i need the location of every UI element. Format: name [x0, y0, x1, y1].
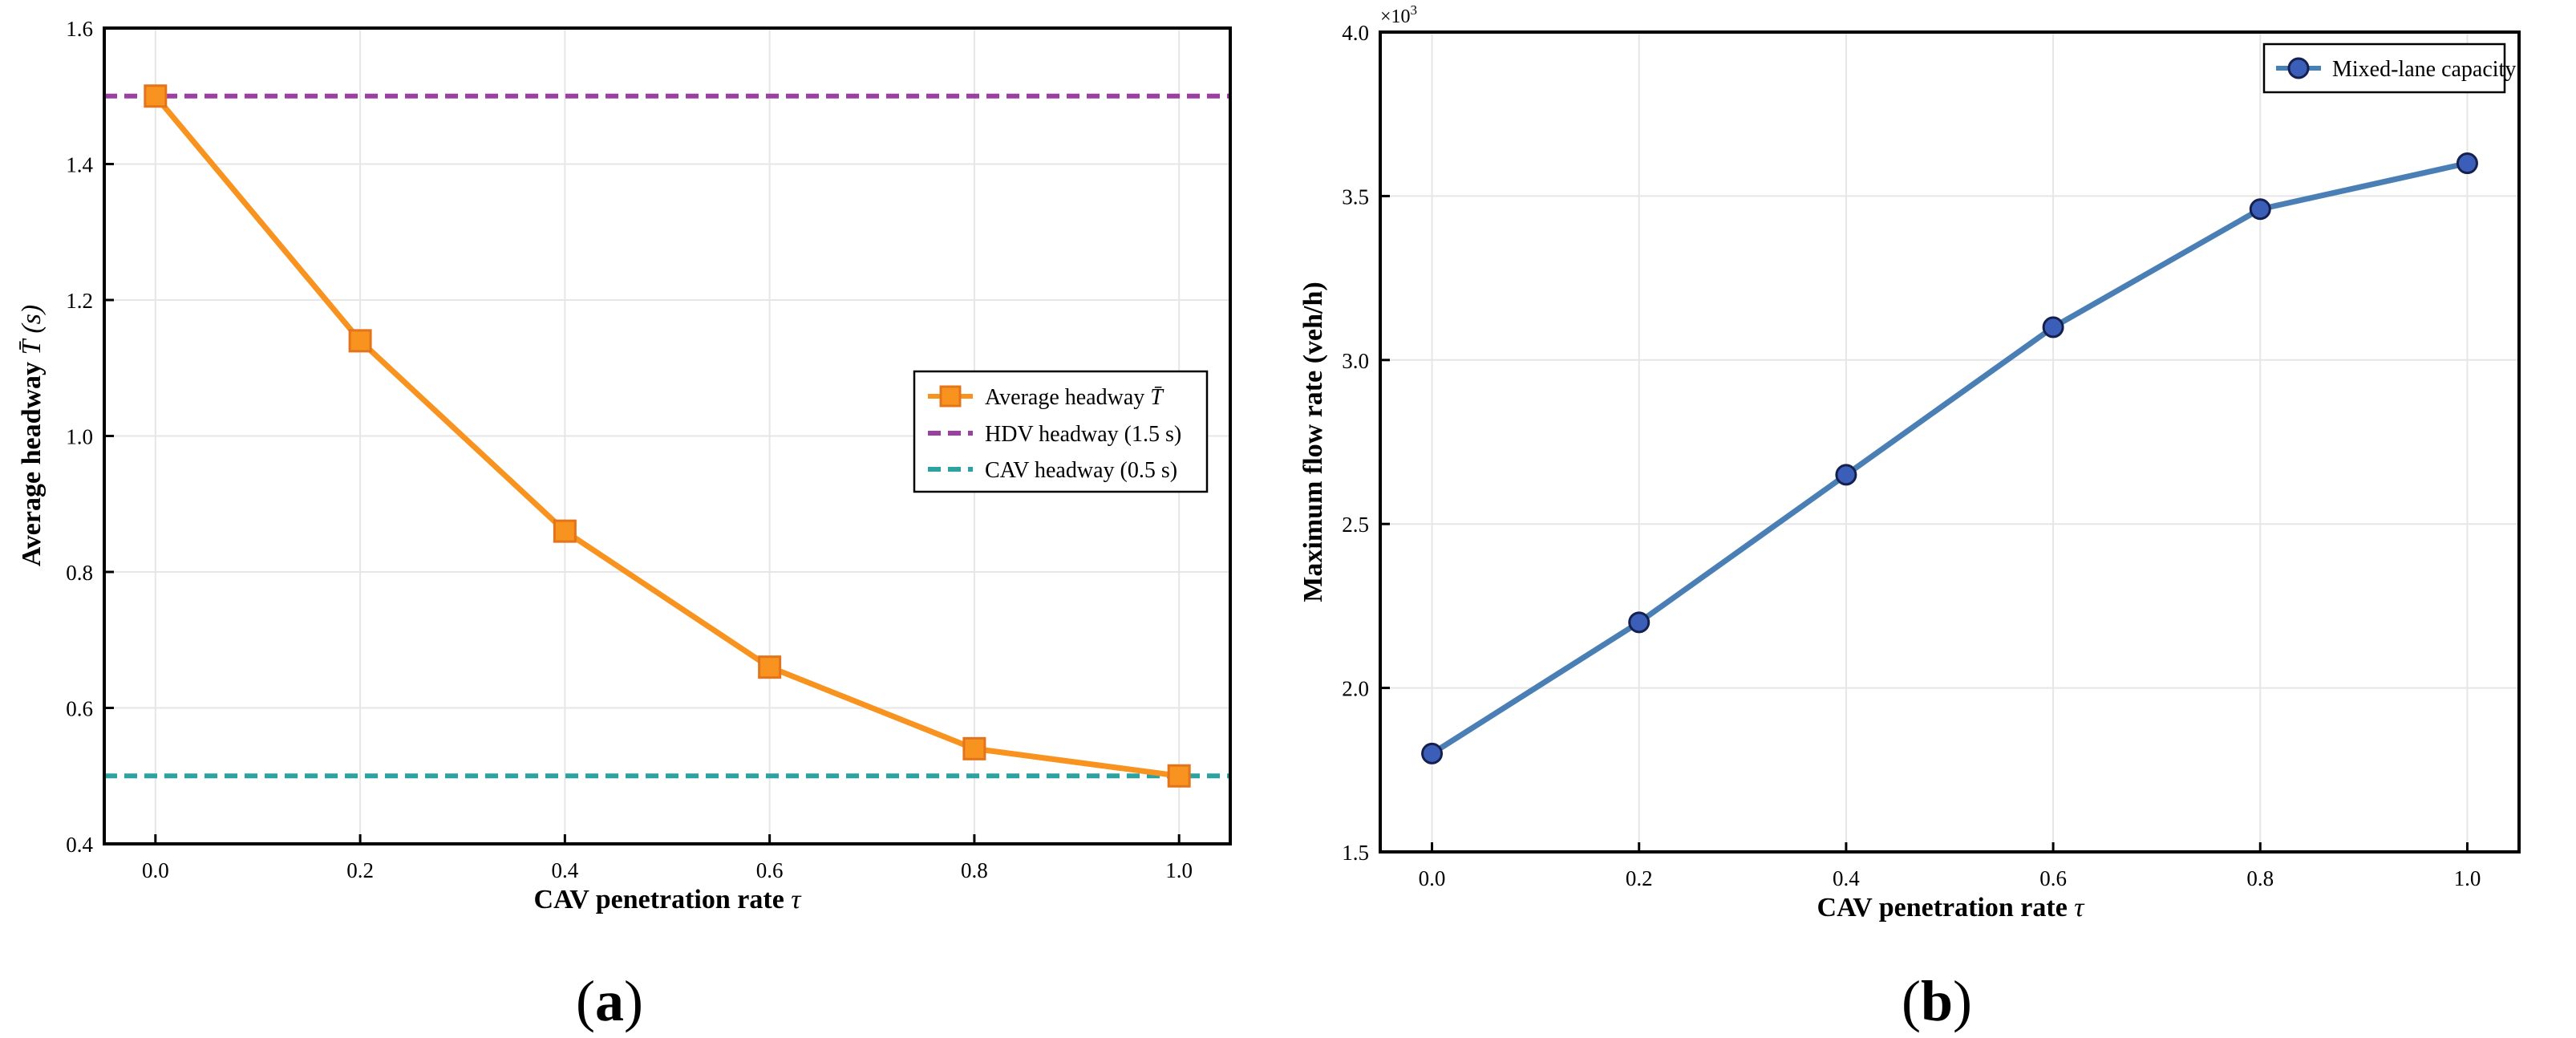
x-tick-label-a: 0.4	[551, 858, 578, 882]
legend-b-label-capacity: Mixed-lane capacity	[2332, 57, 2516, 82]
data-point-a	[758, 655, 782, 679]
panel-caption-a: (a)	[576, 969, 643, 1033]
series-b	[1421, 152, 2478, 764]
x-axis-label-b: CAV penetration rate τ	[1817, 893, 2086, 922]
x-tick-label-b: 0.6	[2039, 866, 2067, 890]
data-point-a	[348, 329, 372, 353]
x-tick-label-a: 1.0	[1165, 858, 1193, 882]
series-a	[144, 84, 1191, 788]
legend-box-a	[913, 370, 1209, 493]
panel-caption-b: (b)	[1902, 969, 1972, 1033]
legend-a-label-cav: CAV headway (0.5 s)	[985, 458, 1177, 483]
series-line-b	[1429, 160, 2470, 756]
data-point-b	[2042, 316, 2064, 339]
data-point-b	[2249, 198, 2271, 221]
data-point-a	[144, 84, 168, 108]
legend-b: Mixed-lane capacity	[2262, 43, 2516, 94]
y-tick-label-b: 2.0	[1342, 677, 1369, 701]
y-tick-label-a: 1.2	[66, 289, 93, 313]
y-axis-label-a: Average headway T̄ (s)	[17, 305, 47, 566]
legend-b-marker-capacity	[2287, 57, 2310, 79]
data-point-a	[962, 736, 986, 760]
data-point-b	[1628, 611, 1651, 634]
y-tick-label-b: 3.0	[1342, 349, 1369, 373]
series-line-a	[152, 93, 1182, 779]
ticks-a: 0.0 0.2 0.4 0.6 0.8 1.0 0.4 0.6 0.8 1.0 1.2 1.4 1.6	[66, 17, 1193, 882]
x-tick-label-a: 0.8	[961, 858, 988, 882]
data-point-b	[2456, 152, 2478, 175]
legend-a: Average headway T̄ HDV headway (1.5 s) C…	[913, 370, 1209, 493]
y-tick-label-a: 1.0	[66, 425, 93, 449]
y-tick-label-a: 1.6	[66, 17, 93, 41]
y-tick-label-b: 1.5	[1342, 841, 1369, 865]
y-multiplier-b: ×103	[1380, 2, 1417, 27]
y-tick-label-b: 4.0	[1342, 21, 1369, 45]
x-tick-label-b: 1.0	[2454, 866, 2481, 890]
data-point-a	[553, 519, 577, 543]
reference-lines-a	[104, 93, 1230, 779]
x-tick-label-b: 0.0	[1419, 866, 1446, 890]
y-axis-label-b: Maximum flow rate (veh/h)	[1298, 282, 1328, 602]
x-tick-label-b: 0.2	[1626, 866, 1653, 890]
grid-b	[1380, 32, 2519, 852]
panel-a: 0.0 0.2 0.4 0.6 0.8 1.00.40.60.81.01.21.41.6 …	[17, 17, 1232, 1033]
y-tick-label-b: 2.5	[1342, 513, 1369, 537]
x-tick-label-a: 0.6	[756, 858, 784, 882]
panel-b: 0.0 0.2 0.4 0.6 0.8 1.0 1.5 2.0 2.5 3.0 3.5 4.0 ×10…	[1298, 2, 2521, 1033]
legend-a-marker-average	[939, 385, 962, 407]
y-tick-label-b: 3.5	[1342, 184, 1369, 209]
x-tick-label-a: 0.2	[346, 858, 374, 882]
y-tick-label-a: 0.4	[66, 833, 93, 857]
legend-a-label-average: Average headway T̄	[985, 385, 1164, 410]
x-tick-label-b: 0.4	[1833, 866, 1860, 890]
axes-frame-a	[103, 26, 1232, 845]
x-axis-label-a: CAV penetration rate τ	[534, 885, 803, 914]
ticks-b: 0.0 0.2 0.4 0.6 0.8 1.0 1.5 2.0 2.5 3.0 3.5 4.0	[1342, 21, 2481, 890]
axes-frame-b	[1379, 30, 2521, 854]
y-tick-label-a: 0.6	[66, 697, 93, 721]
x-tick-label-b: 0.8	[2246, 866, 2274, 890]
data-point-a	[1167, 764, 1191, 788]
x-tick-label-a: 0.0	[142, 858, 169, 882]
legend-a-label-hdv: HDV headway (1.5 s)	[985, 422, 1181, 447]
y-tick-label-a: 0.8	[66, 561, 93, 585]
data-point-b	[1835, 464, 1857, 486]
data-point-b	[1421, 742, 1444, 764]
y-tick-label-a: 1.4	[66, 153, 93, 177]
